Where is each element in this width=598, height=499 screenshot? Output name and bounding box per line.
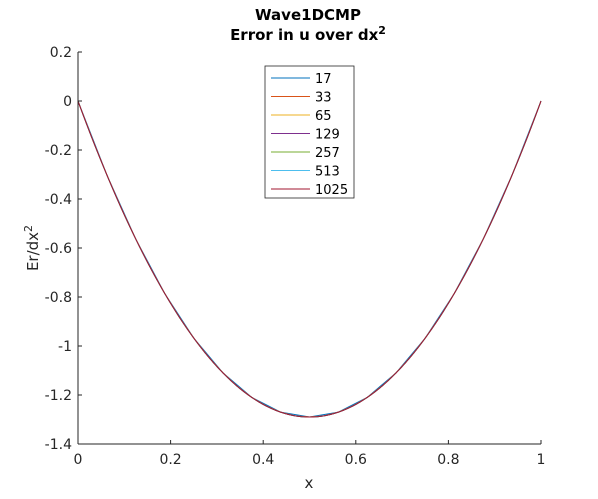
y-tick-label: 0.2 <box>50 45 72 61</box>
x-tick-label: 0 <box>74 452 83 468</box>
y-tick-label: -0.8 <box>45 290 72 306</box>
y-tick-label: -0.4 <box>45 192 72 208</box>
y-tick-label: 0 <box>63 94 72 110</box>
x-tick-label: 0.4 <box>252 452 274 468</box>
chart-subtitle: Error in u over dx2 <box>230 24 386 44</box>
x-tick-label: 0.2 <box>159 452 181 468</box>
x-axis-label: x <box>305 474 314 492</box>
y-ticks: -1.4 -1.2 -1 -0.8 -0.6 -0.4 -0.2 0 0.2 <box>45 45 82 453</box>
legend-label-1025: 1025 <box>315 183 348 198</box>
legend-label-65: 65 <box>315 109 332 124</box>
y-tick-label: -1.2 <box>45 388 72 404</box>
y-tick-label: -0.2 <box>45 143 72 159</box>
legend-label-513: 513 <box>315 165 340 180</box>
x-tick-label: 0.6 <box>345 452 367 468</box>
series-group <box>77 100 542 418</box>
y-axis-label: Er/dx2 <box>22 225 42 271</box>
y-tick-label: -0.6 <box>45 241 72 257</box>
legend-label-257: 257 <box>315 146 340 161</box>
y-tick-label: -1 <box>58 339 72 355</box>
legend-label-129: 129 <box>315 128 340 143</box>
y-tick-label: -1.4 <box>45 437 72 453</box>
legend-box <box>264 65 355 199</box>
chart-title: Wave1DCMP <box>255 6 361 24</box>
x-tick-label: 1 <box>537 452 546 468</box>
legend-label-17: 17 <box>315 72 332 87</box>
legend: 17 33 65 129 257 513 1025 <box>264 65 355 199</box>
x-ticks: 0 0.2 0.4 0.6 0.8 1 <box>74 440 546 468</box>
legend-label-33: 33 <box>315 91 332 106</box>
series-line-1025 <box>77 100 542 418</box>
x-tick-label: 0.8 <box>437 452 459 468</box>
